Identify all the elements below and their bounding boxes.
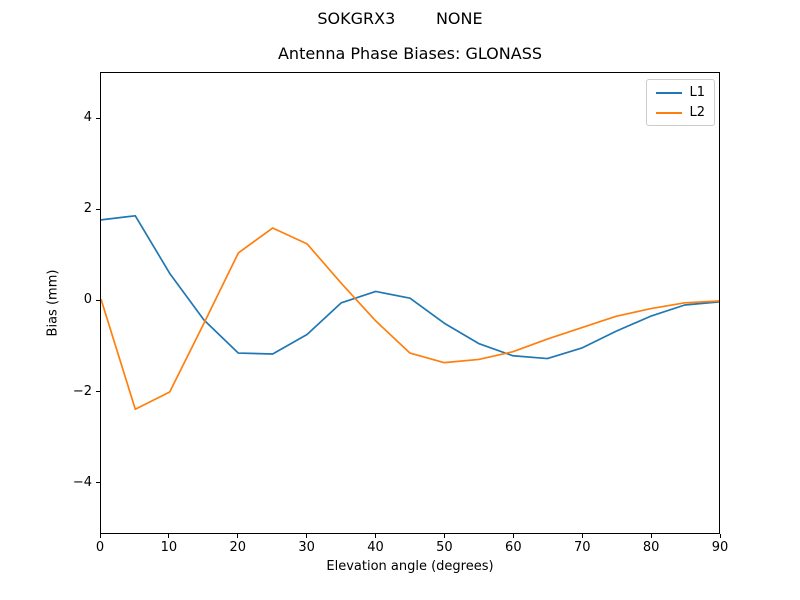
y-tick-mark — [96, 117, 100, 119]
x-tick-label: 80 — [642, 540, 660, 555]
l2-line-swatch — [656, 111, 683, 114]
x-tick-mark — [581, 534, 583, 538]
x-tick-label: 10 — [160, 540, 178, 555]
legend-label-l2: L2 — [689, 105, 705, 120]
x-tick-label: 20 — [229, 540, 247, 555]
series-line-L2 — [101, 227, 719, 411]
chart-title: Antenna Phase Biases: GLONASS — [277, 44, 542, 63]
y-tick-label: 2 — [83, 201, 92, 217]
x-tick-mark — [375, 534, 377, 538]
x-tick-mark — [306, 534, 308, 538]
x-tick-mark — [168, 534, 170, 538]
x-tick-label: 30 — [298, 540, 315, 555]
y-tick-mark — [96, 208, 100, 210]
x-axis-label: Elevation angle (degrees) — [326, 559, 494, 574]
y-tick-label: −2 — [72, 383, 92, 399]
x-tick-mark — [650, 534, 652, 538]
x-tick-mark — [237, 534, 239, 538]
x-tick-label: 70 — [573, 540, 591, 555]
series-line-L1 — [101, 214, 719, 360]
y-tick-label: 0 — [83, 292, 92, 308]
plot-area: L1 L2 — [100, 72, 720, 534]
x-tick-label: 90 — [711, 540, 729, 555]
x-tick-mark — [512, 534, 514, 538]
figure-suptitle: SOKGRX3 NONE — [317, 9, 483, 28]
legend: L1 L2 — [646, 79, 715, 126]
x-tick-mark — [443, 534, 445, 538]
y-tick-mark — [96, 391, 100, 393]
y-tick-label: −4 — [72, 474, 92, 490]
y-tick-mark — [96, 299, 100, 301]
x-tick-mark — [719, 534, 721, 538]
y-tick-label: 4 — [83, 110, 92, 126]
l1-line-swatch — [656, 91, 683, 94]
x-tick-label: 50 — [436, 540, 453, 555]
legend-item-l2: L2 — [656, 106, 705, 119]
x-tick-label: 0 — [95, 540, 105, 555]
y-tick-mark — [96, 482, 100, 484]
legend-item-l1: L1 — [656, 86, 705, 99]
x-tick-mark — [99, 534, 101, 538]
chart-canvas — [101, 214, 719, 411]
x-tick-label: 60 — [505, 540, 522, 555]
x-tick-label: 40 — [367, 540, 384, 555]
legend-label-l1: L1 — [689, 85, 705, 100]
